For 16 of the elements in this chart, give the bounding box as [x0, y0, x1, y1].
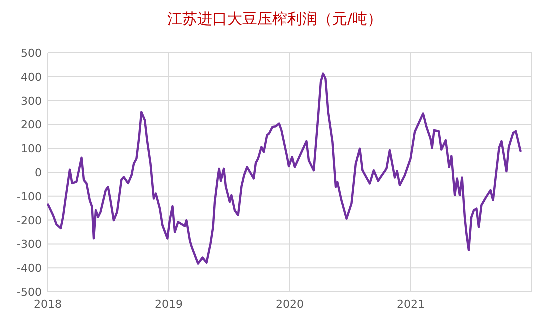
y-tick-label: 400 [21, 70, 42, 84]
y-tick-label: -200 [17, 214, 42, 228]
x-tick-label: 2018 [34, 298, 62, 311]
y-tick-label: 200 [21, 118, 42, 132]
y-tick-label: -500 [17, 286, 42, 299]
y-tick-label: 100 [21, 142, 42, 156]
x-tick-label: 2019 [155, 298, 183, 311]
y-tick-label: -300 [17, 238, 42, 252]
y-tick-label: -400 [17, 262, 42, 276]
y-tick-label: -100 [17, 190, 42, 204]
x-tick-label: 2020 [276, 298, 304, 311]
y-tick-label: 500 [21, 47, 42, 60]
x-tick-label: 2021 [397, 298, 425, 311]
y-tick-label: 0 [35, 166, 42, 180]
chart-title: 江苏进口大豆压榨利润（元/吨） [167, 10, 383, 28]
y-tick-label: 300 [21, 94, 42, 108]
